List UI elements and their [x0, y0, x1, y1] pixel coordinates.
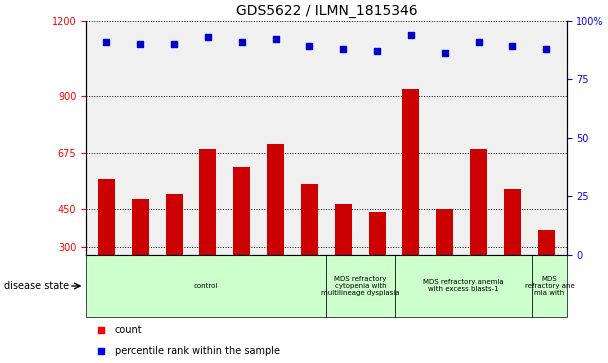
Point	[372, 48, 382, 54]
Text: MDS refractory
cytopenia with
multilineage dysplasia: MDS refractory cytopenia with multilinea…	[322, 276, 400, 296]
Bar	[437, 209, 453, 323]
Bar	[132, 199, 149, 323]
Point	[136, 41, 145, 47]
Point	[508, 44, 517, 49]
Text: control: control	[194, 283, 218, 289]
Point	[102, 39, 111, 45]
Bar	[301, 184, 318, 323]
Bar	[538, 229, 554, 323]
Point	[474, 39, 483, 45]
Point	[237, 39, 247, 45]
FancyBboxPatch shape	[395, 255, 532, 317]
Point	[305, 44, 314, 49]
Bar	[233, 167, 250, 323]
Title: GDS5622 / ILMN_1815346: GDS5622 / ILMN_1815346	[235, 4, 417, 18]
Text: disease state: disease state	[4, 281, 69, 291]
Point	[95, 348, 105, 354]
Text: MDS refractory anemia
with excess blasts-1: MDS refractory anemia with excess blasts…	[423, 280, 504, 293]
Bar	[335, 204, 352, 323]
Point	[95, 327, 105, 333]
Bar	[98, 179, 115, 323]
Bar	[199, 149, 216, 323]
Text: percentile rank within the sample: percentile rank within the sample	[115, 346, 280, 355]
Point	[271, 36, 280, 42]
Bar	[470, 149, 487, 323]
Bar	[402, 89, 420, 323]
FancyBboxPatch shape	[326, 255, 395, 317]
Point	[440, 50, 450, 56]
Bar	[267, 144, 284, 323]
Text: count: count	[115, 325, 142, 335]
Point	[406, 32, 416, 37]
Point	[203, 34, 213, 40]
Bar	[165, 194, 182, 323]
Text: MDS
refractory ane
mia with: MDS refractory ane mia with	[525, 276, 575, 296]
Point	[169, 41, 179, 47]
Bar	[504, 189, 521, 323]
FancyBboxPatch shape	[86, 255, 326, 317]
Point	[542, 46, 551, 52]
FancyBboxPatch shape	[532, 255, 567, 317]
Bar	[368, 212, 385, 323]
Point	[339, 46, 348, 52]
